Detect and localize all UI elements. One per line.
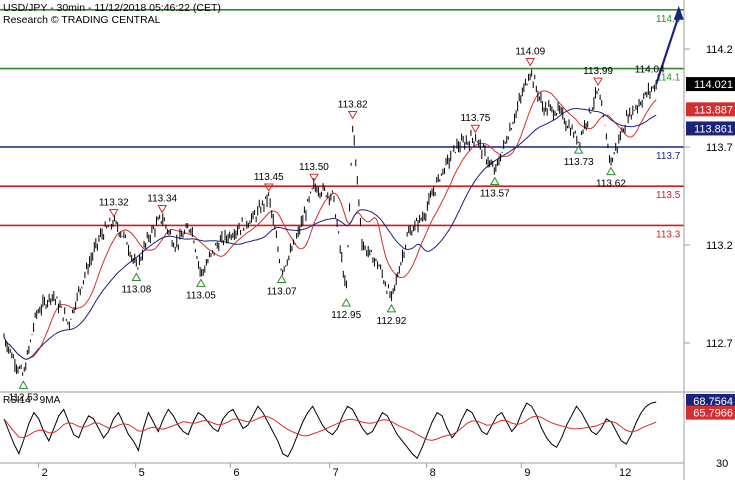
rsi-badge-label: 68.7564 xyxy=(693,396,733,408)
low-label: 113.73 xyxy=(564,157,594,168)
y-tick-label: 113.2 xyxy=(706,240,733,252)
chart-title: USD/JPY - 30min - 11/12/2018 05:46:22 (C… xyxy=(3,2,221,14)
high-marker xyxy=(309,173,319,183)
high-label: 113.75 xyxy=(460,113,490,124)
rsi-badge-label: 65.7966 xyxy=(693,408,733,420)
high-marker xyxy=(593,77,603,87)
high-marker xyxy=(347,110,358,120)
projection-line xyxy=(655,15,680,85)
low-marker xyxy=(606,166,616,176)
price-candles xyxy=(3,69,657,376)
high-label: 113.45 xyxy=(254,172,284,183)
price-badge xyxy=(686,121,735,136)
low-label: 113.57 xyxy=(480,188,510,199)
price-badge-label: 113.861 xyxy=(694,123,733,135)
high-label: 113.50 xyxy=(299,162,329,173)
y-tick-label: 113.7 xyxy=(706,142,733,154)
low-marker xyxy=(386,303,397,313)
high-marker xyxy=(525,58,536,67)
horizontal-levels: 114.4 114.1 113.7 113.5 113.3 xyxy=(0,9,684,240)
level-label: 113.3 xyxy=(656,229,681,240)
low-marker xyxy=(341,297,352,307)
chart-credit: Research © TRADING CENTRAL xyxy=(3,14,161,26)
rsi-badge xyxy=(686,393,735,408)
price-badge-label: 114.021 xyxy=(694,79,733,91)
rsi-tick-label: 30 xyxy=(716,458,728,470)
low-label: 113.07 xyxy=(267,286,297,297)
x-tick-label: 12 xyxy=(619,467,631,479)
projection-arrow xyxy=(655,5,684,85)
low-marker xyxy=(18,380,29,389)
level-label: 113.5 xyxy=(656,190,681,201)
moving-average-line xyxy=(3,90,657,360)
price-badges: 114.021 113.887 113.861 xyxy=(686,77,735,136)
level-label: 114.4 xyxy=(656,14,681,25)
low-marker xyxy=(276,274,287,283)
high-marker xyxy=(470,124,481,134)
price-badge xyxy=(686,102,735,117)
high-label: 113.32 xyxy=(99,197,129,208)
x-tick-label: 8 xyxy=(430,467,436,479)
swing-annotations: 112.53 113.32 113.08 113.34 113.05 113.45 113.… xyxy=(8,47,665,404)
high-label: 113.99 xyxy=(583,66,613,77)
x-tick-label: 2 xyxy=(42,467,48,479)
high-marker xyxy=(108,208,119,218)
level-label: 114.1 xyxy=(656,73,681,84)
high-marker xyxy=(263,183,274,193)
time-axis: 2 5 6 7 8 9 12 xyxy=(38,463,631,479)
rsi-line xyxy=(3,401,657,460)
x-tick-label: 7 xyxy=(333,467,339,479)
moving-average-line xyxy=(3,108,657,360)
low-label: 113.08 xyxy=(121,285,151,296)
price-panel-frame xyxy=(0,0,684,391)
rsi-label: RSI14 - 9MA xyxy=(3,395,61,406)
low-marker xyxy=(573,145,584,154)
high-label: 113.34 xyxy=(147,194,177,205)
moving-averages xyxy=(3,90,657,360)
low-label: 113.05 xyxy=(186,290,216,301)
low-label: 112.95 xyxy=(331,310,361,321)
x-tick-label: 6 xyxy=(233,467,239,479)
low-marker xyxy=(196,278,206,287)
low-marker xyxy=(131,272,142,282)
high-marker xyxy=(157,205,168,214)
price-badge-label: 113.887 xyxy=(694,104,733,116)
rsi-badge xyxy=(686,405,735,420)
low-label: 113.62 xyxy=(596,179,626,190)
y-tick-label: 112.7 xyxy=(706,338,733,350)
y-tick-label: 114.2 xyxy=(706,44,733,56)
low-marker xyxy=(489,176,500,185)
x-tick-label: 5 xyxy=(139,467,145,479)
low-label: 112.53 xyxy=(8,392,38,403)
projection-arrowhead xyxy=(673,5,684,20)
high-label: 113.82 xyxy=(338,99,368,110)
x-tick-label: 9 xyxy=(524,467,530,479)
value-label: 114.04 xyxy=(635,64,665,75)
rsi-ma-line xyxy=(3,415,657,441)
price-badge xyxy=(686,77,735,92)
low-label: 112.92 xyxy=(377,316,407,327)
high-label: 114.09 xyxy=(515,47,545,58)
level-label: 113.7 xyxy=(656,151,681,162)
price-axis: 112.7 113.2 113.7 114.2 xyxy=(684,44,733,350)
